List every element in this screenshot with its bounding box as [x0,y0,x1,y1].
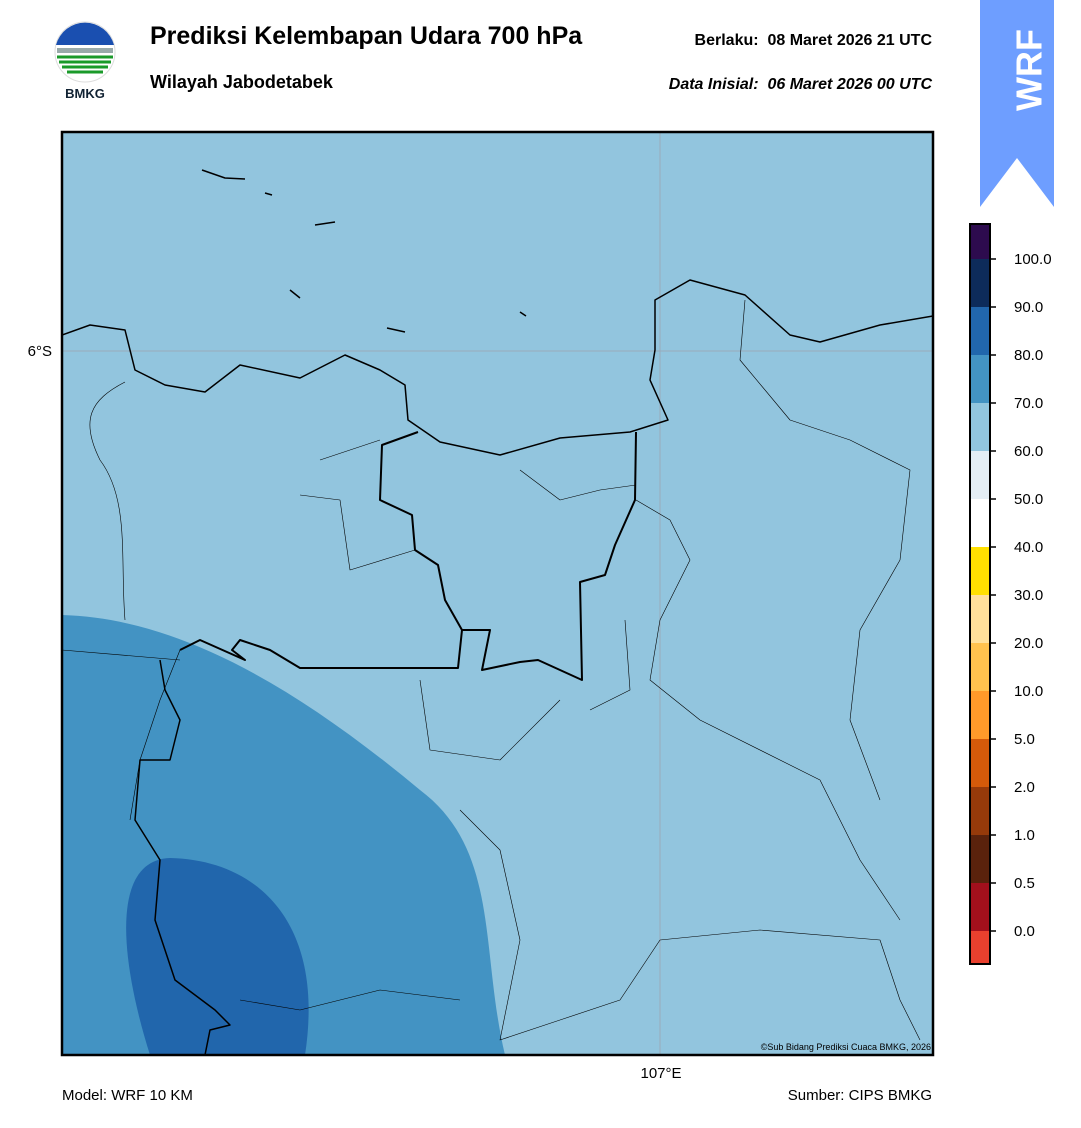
colorbar-segment [970,595,990,643]
credit: ©Sub Bidang Prediksi Cuaca BMKG, 2026 [761,1042,931,1052]
colorbar-label: 70.0 [1014,395,1043,412]
colorbar-segment [970,739,990,787]
colorbar-label: 20.0 [1014,635,1043,652]
colorbar-segment [970,787,990,835]
colorbar: 100.0 90.0 80.0 70.0 60.0 50.0 40.0 30.0 20.0 10.… [969,223,1052,965]
colorbar-label: 1.0 [1014,827,1035,844]
colorbar-segment [970,931,990,964]
colorbar-segment [970,691,990,739]
colorbar-label: 2.0 [1014,779,1035,796]
colorbar-label: 50.0 [1014,491,1043,508]
colorbar-segment [970,451,990,499]
logo-text: BMKG [65,86,105,101]
colorbar-segment [970,224,990,259]
valid-time: Berlaku: 08 Maret 2026 21 UTC [695,32,933,49]
lat-label: 6°S [28,343,52,360]
colorbar-label: 80.0 [1014,347,1043,364]
colorbar-segment [970,403,990,451]
lon-label: 107°E [640,1065,681,1082]
colorbar-label: 10.0 [1014,683,1043,700]
init-time: Data Inisial: 06 Maret 2026 00 UTC [669,76,933,93]
colorbar-label: 30.0 [1014,587,1043,604]
colorbar-segment [970,499,990,547]
colorbar-label: 60.0 [1014,443,1043,460]
bmkg-logo: BMKG [54,21,116,101]
colorbar-segment [970,835,990,883]
model-label: Model: WRF 10 KM [62,1087,193,1104]
colorbar-label: 90.0 [1014,299,1043,316]
boundaries [62,169,933,1055]
colorbar-label: 0.0 [1014,923,1035,940]
wrf-text: WRF [1009,29,1050,111]
colorbar-label: 100.0 [1014,251,1052,268]
colorbar-frame [969,223,991,965]
colorbar-segment [970,259,990,307]
colorbar-label: 0.5 [1014,875,1035,892]
colorbar-label: 40.0 [1014,539,1043,556]
colorbar-segment [970,643,990,691]
map: 6°S 107°E ©Sub Bidang Prediksi Cuaca BMK… [28,130,935,1082]
colorbar-label: 5.0 [1014,731,1035,748]
title: Prediksi Kelembapan Udara 700 hPa [150,22,583,50]
colorbar-segment [970,355,990,403]
humidity-region [126,858,309,1055]
colorbar-segment [970,883,990,931]
subtitle: Wilayah Jabodetabek [150,72,334,92]
colorbar-segment [970,547,990,595]
source-label: Sumber: CIPS BMKG [788,1087,932,1104]
colorbar-segment [970,307,990,355]
wrf-badge [980,0,1054,207]
